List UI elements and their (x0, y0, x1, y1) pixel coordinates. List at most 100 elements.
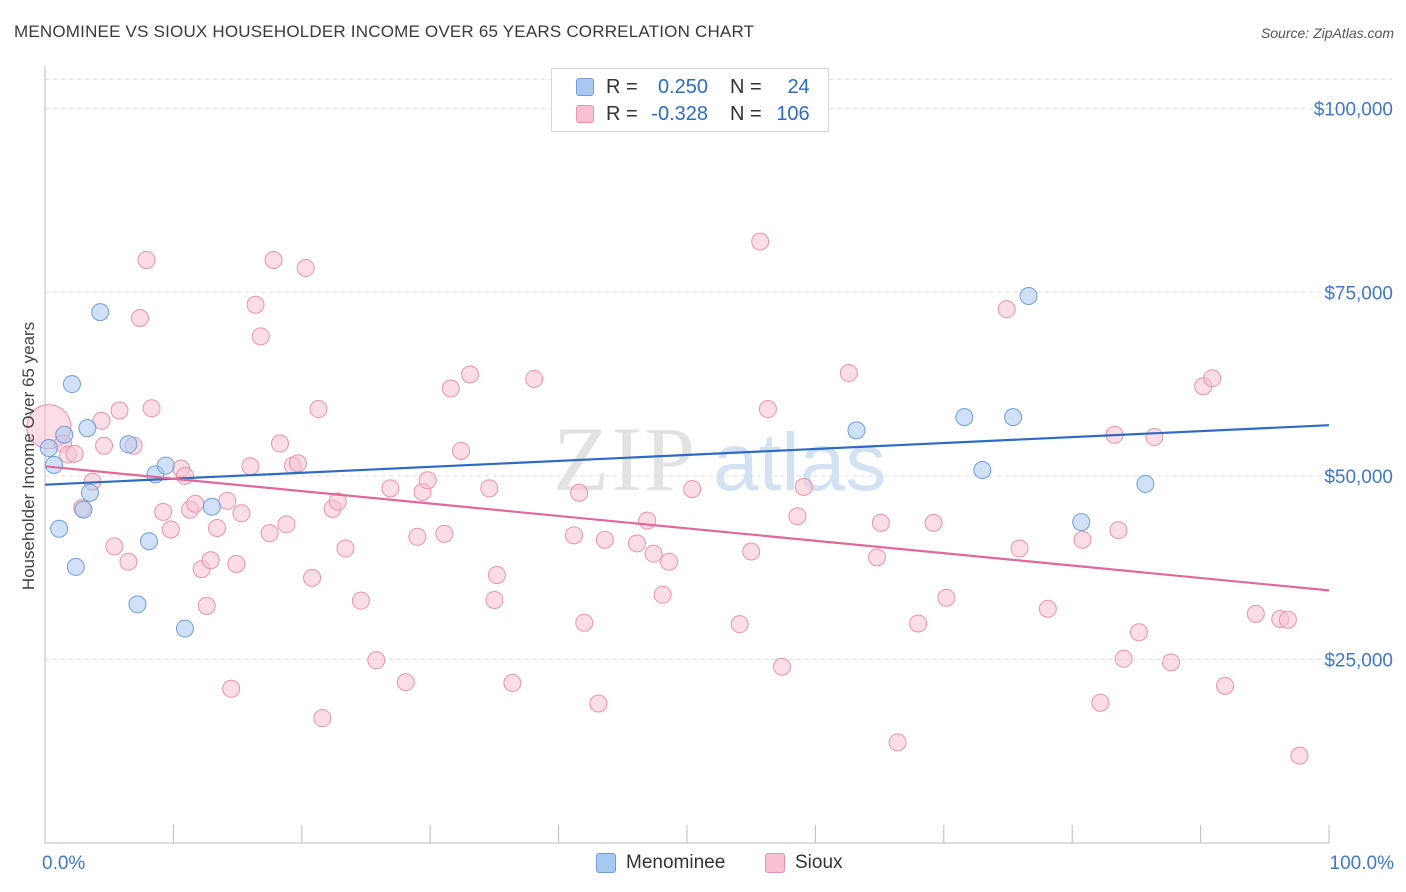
point-menominee (62, 375, 81, 394)
point-sioux (303, 568, 322, 587)
series-label-menominee: Menominee (626, 852, 726, 873)
point-sioux (570, 483, 589, 502)
point-sioux (461, 365, 480, 384)
point-sioux (924, 513, 943, 532)
source-label: Source: ZipAtlas.com (1260, 25, 1394, 41)
point-sioux (95, 436, 114, 455)
trend-lines (44, 424, 1330, 592)
point-menominee (91, 303, 110, 322)
series-legend-sioux[interactable]: Sioux (765, 852, 843, 874)
point-sioux (137, 250, 156, 269)
y-tick-label: $100,000 (1314, 100, 1393, 121)
point-sioux (1203, 369, 1222, 388)
point-menominee (1136, 474, 1155, 493)
point-sioux (435, 524, 454, 543)
point-sioux (1073, 530, 1092, 549)
y-axis-label: Householder Income Over 65 years (19, 322, 38, 590)
point-sioux (1129, 623, 1148, 642)
chart-title: MENOMINEE VS SIOUX HOUSEHOLDER INCOME OV… (14, 22, 755, 41)
point-sioux (241, 457, 260, 476)
point-sioux (175, 466, 194, 485)
point-sioux (131, 308, 150, 327)
point-sioux (227, 554, 246, 573)
point-sioux (1114, 649, 1133, 668)
point-sioux (208, 518, 227, 537)
point-sioux (575, 613, 594, 632)
point-sioux (788, 507, 807, 526)
point-menominee (55, 425, 74, 444)
point-sioux (794, 477, 813, 496)
point-sioux (367, 651, 386, 670)
point-sioux (452, 441, 471, 460)
point-sioux (313, 709, 332, 728)
n-label: N = (730, 102, 762, 125)
point-menominee (78, 419, 97, 438)
point-sioux (186, 494, 205, 513)
point-sioux (730, 615, 749, 634)
point-sioux (260, 524, 279, 543)
point-sioux (105, 537, 124, 556)
data-points (26, 232, 1309, 765)
point-sioux (197, 596, 216, 615)
point-sioux (142, 399, 161, 418)
y-tick-label: $75,000 (1324, 283, 1393, 304)
point-sioux (742, 542, 761, 561)
point-sioux (868, 548, 887, 567)
point-sioux (309, 400, 328, 419)
series-legend-menominee[interactable]: Menominee (596, 852, 725, 874)
point-menominee (74, 500, 93, 519)
y-tick-label: $25,000 (1324, 650, 1393, 671)
legend-row-menominee: R = 0.250 N = 24 (576, 75, 810, 99)
point-sioux (871, 513, 890, 532)
point-sioux (222, 679, 241, 698)
point-sioux (1010, 539, 1029, 558)
point-sioux (758, 400, 777, 419)
point-sioux (1246, 604, 1265, 623)
point-sioux (161, 520, 180, 539)
point-sioux (525, 369, 544, 388)
series-swatch-sioux (765, 853, 785, 873)
point-sioux (487, 565, 506, 584)
point-sioux (839, 364, 858, 383)
point-sioux (1038, 599, 1057, 618)
legend-row-sioux: R = -0.328 N = 106 (576, 102, 810, 126)
point-menominee (39, 438, 58, 457)
point-menominee (973, 460, 992, 479)
point-sioux (418, 471, 437, 490)
r-value: -0.328 (651, 102, 708, 125)
x-tick-label-max: 100.0% (1330, 853, 1395, 874)
point-sioux (888, 733, 907, 752)
point-sioux (1290, 746, 1309, 765)
series-legend: Menominee Sioux (0, 852, 1406, 878)
point-sioux (503, 673, 522, 692)
point-sioux (1145, 427, 1164, 446)
point-sioux (65, 444, 84, 463)
point-sioux (485, 590, 504, 609)
point-sioux (251, 327, 270, 346)
point-sioux (627, 534, 646, 553)
point-sioux (589, 694, 608, 713)
point-sioux (1278, 610, 1297, 629)
point-sioux (638, 511, 657, 530)
point-sioux (997, 300, 1016, 319)
point-menominee (955, 408, 974, 427)
x-tick-label-min: 0.0% (42, 853, 85, 874)
point-sioux (288, 454, 307, 473)
point-sioux (909, 614, 928, 633)
point-sioux (381, 479, 400, 498)
point-menominee (140, 532, 159, 551)
point-sioux (270, 434, 289, 453)
tick-labels: $25,000 $50,000 $75,000 $100,000 0.0% 100.0% (42, 100, 1394, 874)
series-swatch-menominee (596, 853, 616, 873)
legend-swatch-sioux (576, 105, 594, 123)
point-menominee (847, 421, 866, 440)
point-sioux (937, 588, 956, 607)
point-sioux (1109, 521, 1128, 540)
n-value: 24 (787, 75, 810, 98)
point-sioux (336, 539, 355, 558)
point-menominee (156, 456, 175, 475)
point-menominee (80, 483, 99, 502)
point-sioux (683, 480, 702, 499)
point-sioux (660, 552, 679, 571)
